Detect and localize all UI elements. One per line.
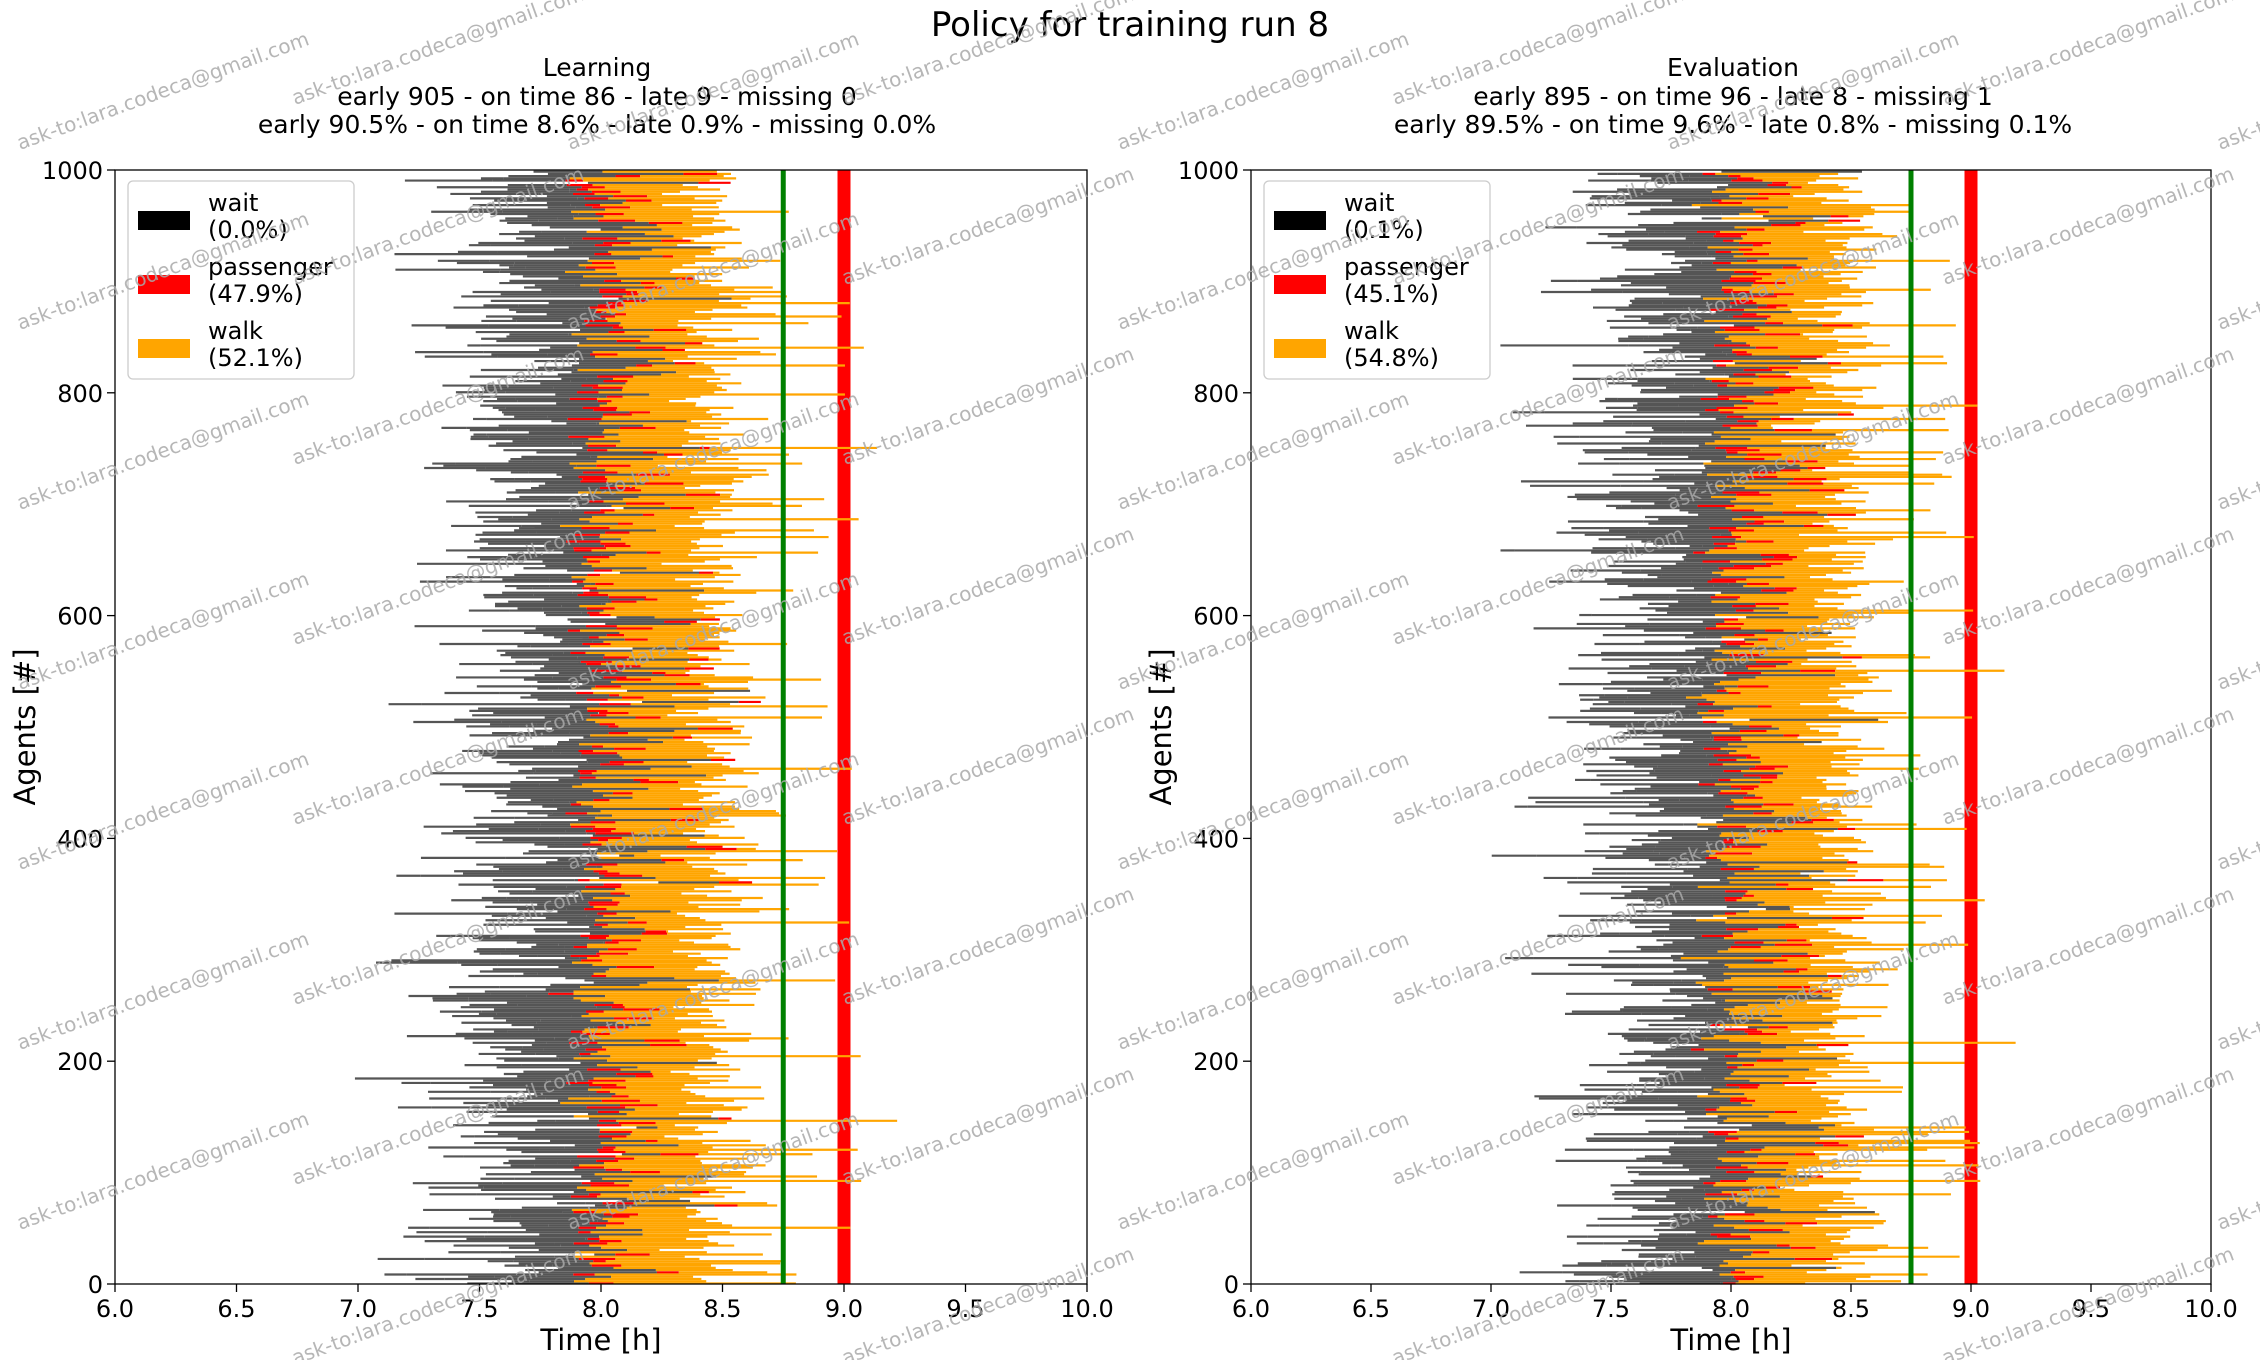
watermark: ask-to:lara.codeca@gmail.com: [1939, 341, 2238, 469]
x-tick-label: 6.5: [1352, 1295, 1390, 1323]
x-tick-label: 7.5: [1592, 1295, 1630, 1323]
x-tick-label: 8.0: [1712, 1295, 1750, 1323]
legend-percent: (45.1%): [1344, 280, 1439, 308]
legend-label: wait: [208, 189, 258, 217]
watermark: ask-to:lara.codeca@gmail.com: [1114, 386, 1413, 514]
watermark: ask-to:lara.codeca@gmail.com: [839, 1061, 1138, 1189]
legend-label: walk: [208, 317, 263, 345]
y-tick-label: 800: [57, 380, 103, 408]
watermark: ask-to:lara.codeca@gmail.com: [14, 1106, 313, 1234]
panel-subtitle-counts: early 905 - on time 86 - late 9 - missin…: [337, 82, 857, 111]
watermark: ask-to:lara.codeca@gmail.com: [839, 701, 1138, 829]
watermark: ask-to:lara.codeca@gmail.com: [2214, 206, 2260, 334]
watermark: ask-to:lara.codeca@gmail.com: [839, 881, 1138, 1009]
x-tick-label: 9.0: [825, 1295, 863, 1323]
watermark: ask-to:lara.codeca@gmail.com: [1939, 1061, 2238, 1189]
watermark: ask-to:lara.codeca@gmail.com: [2214, 566, 2260, 694]
watermark: ask-to:lara.codeca@gmail.com: [1114, 26, 1413, 154]
watermark: ask-to:lara.codeca@gmail.com: [1939, 521, 2238, 649]
watermark: ask-to:lara.codeca@gmail.com: [1114, 926, 1413, 1054]
watermark: ask-to:lara.codeca@gmail.com: [1389, 1061, 1688, 1189]
watermark: ask-to:lara.codeca@gmail.com: [14, 926, 313, 1054]
y-tick-label: 200: [1193, 1048, 1239, 1076]
x-tick-label: 10.0: [2184, 1295, 2237, 1323]
x-tick-label: 8.5: [1832, 1295, 1870, 1323]
x-tick-label: 10.0: [1060, 1295, 1113, 1323]
legend-percent: (54.8%): [1344, 344, 1439, 372]
watermark: ask-to:lara.codeca@gmail.com: [2214, 926, 2260, 1054]
x-axis-label: Time [h]: [539, 1323, 661, 1357]
legend: wait(0.1%)passenger(45.1%)walk(54.8%): [1264, 181, 1490, 379]
wait-legend-swatch: [138, 211, 190, 230]
y-tick-label: 0: [1224, 1271, 1239, 1299]
watermark: ask-to:lara.codeca@gmail.com: [1114, 1106, 1413, 1234]
wait-legend-swatch: [1274, 211, 1326, 230]
legend-percent: (52.1%): [208, 344, 303, 372]
x-tick-label: 8.5: [703, 1295, 741, 1323]
panel-title: Learning: [543, 53, 652, 82]
x-tick-label: 9.0: [1952, 1295, 1990, 1323]
walk-legend-swatch: [1274, 339, 1326, 358]
x-tick-label: 6.5: [217, 1295, 255, 1323]
watermark: ask-to:lara.codeca@gmail.com: [1939, 701, 2238, 829]
watermark: ask-to:lara.codeca@gmail.com: [2214, 26, 2260, 154]
watermark: ask-to:lara.codeca@gmail.com: [839, 341, 1138, 469]
y-tick-label: 200: [57, 1048, 103, 1076]
watermark: ask-to:lara.codeca@gmail.com: [1389, 881, 1688, 1009]
watermark: ask-to:lara.codeca@gmail.com: [14, 746, 313, 874]
watermark: ask-to:lara.codeca@gmail.com: [839, 161, 1138, 289]
watermark: ask-to:lara.codeca@gmail.com: [1389, 1241, 1688, 1360]
y-tick-label: 1000: [1178, 157, 1239, 185]
y-tick-label: 800: [1193, 380, 1239, 408]
x-axis-label: Time [h]: [1669, 1323, 1791, 1357]
watermark: ask-to:lara.codeca@gmail.com: [839, 521, 1138, 649]
watermark: ask-to:lara.codeca@gmail.com: [2214, 386, 2260, 514]
x-tick-label: 8.0: [582, 1295, 620, 1323]
x-tick-label: 6.0: [1232, 1295, 1270, 1323]
y-tick-label: 600: [1193, 603, 1239, 631]
watermark: ask-to:lara.codeca@gmail.com: [2214, 746, 2260, 874]
panel-title: Evaluation: [1667, 53, 1799, 82]
watermark: ask-to:lara.codeca@gmail.com: [1939, 161, 2238, 289]
walk-legend-swatch: [138, 339, 190, 358]
y-tick-label: 0: [88, 1271, 103, 1299]
legend-percent: (47.9%): [208, 280, 303, 308]
legend-label: walk: [1344, 317, 1399, 345]
passenger-legend-swatch: [1274, 275, 1326, 294]
watermark: ask-to:lara.codeca@gmail.com: [1114, 566, 1413, 694]
x-tick-label: 6.0: [96, 1295, 134, 1323]
y-tick-label: 600: [57, 603, 103, 631]
watermark: ask-to:lara.codeca@gmail.com: [1939, 0, 2238, 110]
watermark: ask-to:lara.codeca@gmail.com: [2214, 1106, 2260, 1234]
y-tick-label: 1000: [42, 157, 103, 185]
